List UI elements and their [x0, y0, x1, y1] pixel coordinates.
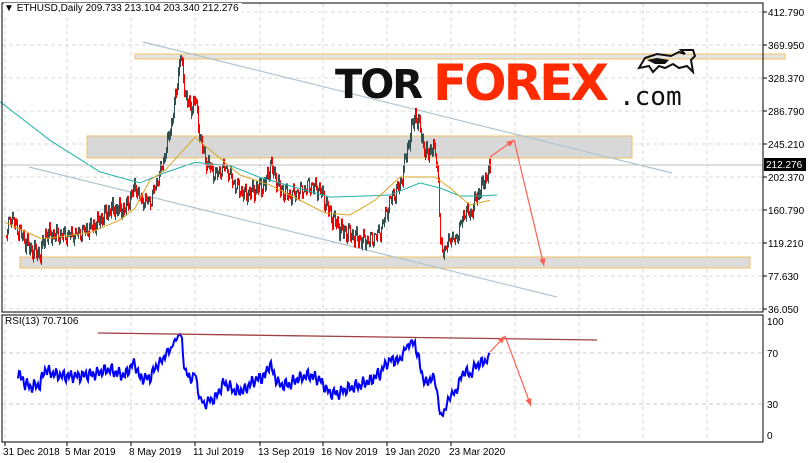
y-tick-label: 202.370 [768, 173, 805, 184]
y-tick-label: 119.210 [768, 239, 804, 250]
x-tick-label: 11 Jul 2019 [193, 447, 244, 458]
symbol-label: ETHUSD,Daily [16, 3, 83, 14]
y-tick-label: 286.790 [768, 107, 805, 118]
rsi-header: RSI(13) 70.7106 [5, 316, 79, 327]
current-price-label: 212.276 [766, 160, 803, 171]
rsi-arrow-down-head [525, 398, 532, 406]
torforex-logo: TOR FOREX .com [335, 49, 707, 114]
current-price-box [764, 158, 806, 171]
resistance-zone-top [134, 53, 786, 60]
logo-forex: FOREX [433, 54, 609, 112]
y-tick-label: 245.210 [768, 140, 805, 151]
logo-com: .com [619, 82, 682, 112]
y-tick-label: 328.370 [768, 74, 805, 85]
dropdown-triangle-icon[interactable]: ▼ [4, 3, 14, 14]
main-panel-frame [1, 2, 764, 313]
forecast-arrow-down [513, 139, 545, 267]
x-tick-label: 19 Jan 2020 [385, 447, 440, 458]
x-tick-label: 13 Sep 2019 [258, 447, 315, 458]
x-tick-label: 5 Mar 2019 [65, 447, 116, 458]
ohlc-values: 209.733 213.104 203.340 212.276 [85, 3, 239, 14]
y-tick-label: 369.950 [768, 41, 805, 52]
rsi-arrow-down [504, 335, 532, 407]
rsi-resistance-line [97, 332, 598, 341]
rsi-tick-label: 100 [767, 317, 784, 328]
rsi-line [17, 332, 491, 418]
y-tick-label: 412.790 [768, 8, 805, 19]
moving-average-fast [4, 136, 491, 239]
x-tick-label: 23 Mar 2020 [449, 447, 506, 458]
chart-header: ▼ ETHUSD,Daily 209.733 213.104 203.340 2… [4, 3, 242, 14]
y-tick-label: 77.630 [768, 272, 799, 283]
support-zone [19, 256, 751, 269]
candles [6, 55, 491, 266]
x-tick-label: 31 Dec 2018 [3, 447, 60, 458]
rsi-arrow-up-head [497, 336, 505, 344]
logo-tor: TOR [335, 62, 423, 108]
bull-icon [636, 49, 697, 75]
forecast-arrow-up-head [506, 140, 514, 147]
rsi-panel-frame [1, 314, 764, 443]
moving-average-slow [0, 101, 498, 198]
y-tick-label: 36.050 [768, 305, 799, 316]
x-tick-label: 16 Nov 2019 [321, 447, 378, 458]
x-tick-label: 8 May 2019 [129, 447, 182, 458]
rsi-tick-label: 0 [767, 431, 773, 442]
rsi-tick-label: 70 [767, 349, 779, 360]
channel-lower-line [28, 166, 558, 298]
forecast-arrow-down-head [539, 258, 546, 266]
y-tick-label: 160.790 [768, 206, 805, 217]
channel-upper-line [142, 41, 673, 174]
rsi-tick-label: 30 [767, 400, 779, 411]
